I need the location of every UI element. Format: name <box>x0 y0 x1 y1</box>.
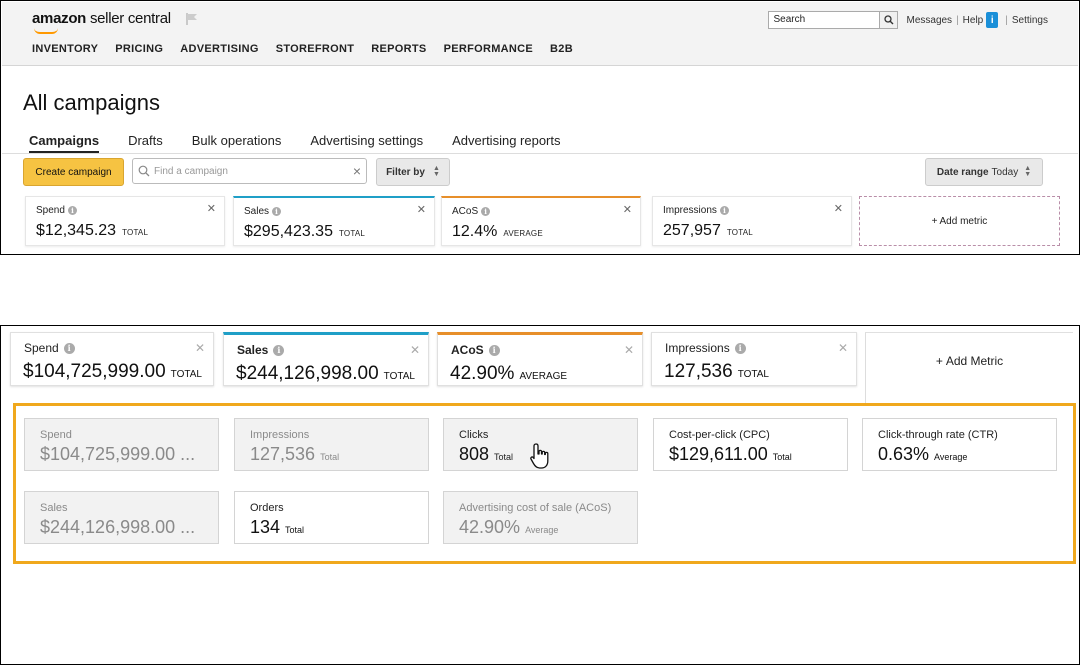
date-range-button[interactable]: Date range Today ▲ ▼ <box>925 158 1043 186</box>
search-icon <box>884 15 894 25</box>
metric-card-sales[interactable]: Sales i $244,126,998.00 TOTAL ✕ <box>223 332 429 386</box>
logo-smile-icon <box>34 28 58 34</box>
info-icon[interactable]: i <box>734 342 746 354</box>
search-icon <box>138 165 150 177</box>
metric-picker: Spend $104,725,999.00 ... Impressions 12… <box>13 403 1076 564</box>
campaigns-page: All campaigns Campaigns Drafts Bulk oper… <box>2 67 1078 253</box>
hand-cursor-icon <box>530 443 549 469</box>
info-icon[interactable]: i <box>488 344 500 356</box>
tab-advertising-reports[interactable]: Advertising reports <box>452 133 561 148</box>
campaign-toolbar: Create campaign Find a campaign × Filter… <box>23 158 1048 186</box>
help-link[interactable]: Help <box>962 14 984 26</box>
metric-card-acos[interactable]: ACoS i 42.90% AVERAGE ✕ <box>437 332 643 386</box>
main-nav: INVENTORY PRICING ADVERTISING STOREFRONT… <box>32 43 590 55</box>
close-icon[interactable]: ✕ <box>833 203 843 215</box>
metric-option-acos: Advertising cost of sale (ACoS) 42.90% Av… <box>443 491 638 544</box>
metric-option-orders[interactable]: Orders 134 Total <box>234 491 429 544</box>
clear-search-icon[interactable]: × <box>352 163 361 179</box>
messages-link[interactable]: Messages <box>906 14 953 26</box>
flag-icon[interactable] <box>185 12 199 26</box>
plus-icon: + <box>935 353 943 368</box>
add-metric-button[interactable]: + Add metric <box>859 196 1060 246</box>
metric-card-impressions[interactable]: Impressions i 257,957 TOTAL ✕ <box>652 196 852 246</box>
close-icon[interactable]: ✕ <box>206 203 216 215</box>
tab-drafts[interactable]: Drafts <box>128 133 163 148</box>
tab-bulk-operations[interactable]: Bulk operations <box>191 133 282 148</box>
nav-storefront[interactable]: STOREFRONT <box>275 43 355 55</box>
page-title: All campaigns <box>23 90 160 115</box>
close-icon[interactable]: ✕ <box>837 341 848 355</box>
close-icon[interactable]: ✕ <box>416 204 426 216</box>
separator: | <box>956 14 959 26</box>
info-icon[interactable]: i <box>272 207 282 216</box>
tabs-divider <box>2 153 1078 154</box>
create-campaign-button[interactable]: Create campaign <box>23 158 124 186</box>
info-icon[interactable]: i <box>67 206 77 215</box>
amazon-logo[interactable]: amazon seller central <box>32 10 171 27</box>
nav-pricing[interactable]: PRICING <box>115 43 164 55</box>
nav-inventory[interactable]: INVENTORY <box>32 43 99 55</box>
find-campaign-input[interactable]: Find a campaign × <box>132 158 367 184</box>
settings-link[interactable]: Settings <box>1011 14 1048 26</box>
separator: | <box>1005 14 1008 26</box>
header-search-button[interactable] <box>880 11 899 29</box>
metric-card-acos[interactable]: ACoS i 12.4% AVERAGE ✕ <box>441 196 641 246</box>
find-campaign-placeholder: Find a campaign <box>154 166 228 177</box>
close-icon[interactable]: ✕ <box>623 343 634 357</box>
metric-option-impressions: Impressions 127,536 Total <box>234 418 429 471</box>
metric-card-spend[interactable]: Spend i $12,345.23 TOTAL ✕ <box>25 196 225 246</box>
campaign-tabs: Campaigns Drafts Bulk operations Adverti… <box>29 133 590 153</box>
metric-option-sales: Sales $244,126,998.00 ... <box>24 491 219 544</box>
seller-central-screenshot-bottom: Spend i $104,725,999.00 TOTAL ✕ Sales i $24… <box>0 325 1080 665</box>
nav-b2b[interactable]: B2B <box>550 43 573 55</box>
info-badge-icon[interactable]: i <box>986 12 999 28</box>
tab-advertising-settings[interactable]: Advertising settings <box>310 133 424 148</box>
close-icon[interactable]: ✕ <box>194 341 205 355</box>
nav-performance[interactable]: PERFORMANCE <box>443 43 534 55</box>
info-icon[interactable]: i <box>719 206 729 215</box>
metric-card-impressions[interactable]: Impressions i 127,536 TOTAL ✕ <box>651 332 857 386</box>
seller-central-screenshot-top: amazon seller central Search Messages | … <box>0 0 1080 255</box>
metric-option-ctr[interactable]: Click-through rate (CTR) 0.63% Average <box>862 418 1057 471</box>
add-metric-button[interactable]: + Add Metric <box>865 332 1073 404</box>
close-icon[interactable]: ✕ <box>409 343 420 357</box>
plus-icon: + <box>931 215 938 227</box>
nav-advertising[interactable]: ADVERTISING <box>180 43 259 55</box>
metric-option-cpc[interactable]: Cost-per-click (CPC) $129,611.00 Total <box>653 418 848 471</box>
header-search-input[interactable]: Search <box>768 11 881 29</box>
filter-by-button[interactable]: Filter by ▲ ▼ <box>376 158 450 186</box>
metric-card-spend[interactable]: Spend i $104,725,999.00 TOTAL ✕ <box>10 332 214 386</box>
info-icon[interactable]: i <box>481 207 491 216</box>
info-icon[interactable]: i <box>273 344 285 356</box>
close-icon[interactable]: ✕ <box>622 204 632 216</box>
sort-arrows-icon: ▲ ▼ <box>1024 165 1032 178</box>
tab-campaigns[interactable]: Campaigns <box>29 133 100 153</box>
top-header: amazon seller central Search Messages | … <box>2 2 1078 66</box>
header-utilities: Search Messages | Help i | Settings <box>768 11 1048 29</box>
nav-reports[interactable]: REPORTS <box>371 43 427 55</box>
metric-option-spend: Spend $104,725,999.00 ... <box>24 418 219 471</box>
metric-card-sales[interactable]: Sales i $295,423.35 TOTAL ✕ <box>233 196 435 246</box>
info-icon[interactable]: i <box>63 342 75 354</box>
sort-arrows-icon: ▲ ▼ <box>432 165 440 178</box>
